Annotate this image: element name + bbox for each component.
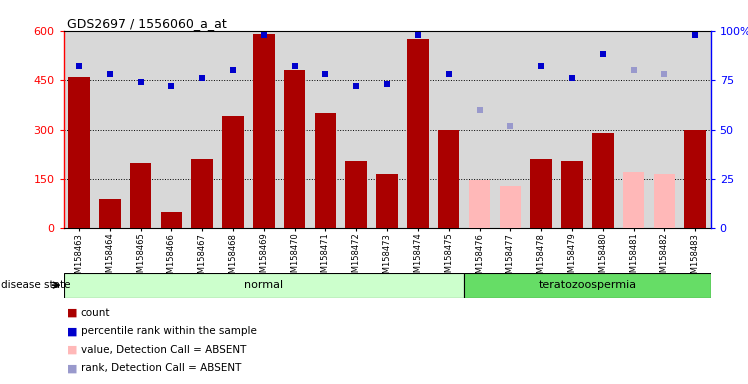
Text: count: count [81,308,110,318]
Text: normal: normal [245,280,283,290]
Bar [64,273,464,298]
Bar [684,129,706,228]
Bar [161,212,183,228]
Text: disease state: disease state [1,280,71,290]
Bar [315,113,337,228]
Bar [469,180,490,228]
Bar [592,133,613,228]
Bar [464,273,711,298]
Bar [284,70,305,228]
Text: rank, Detection Call = ABSENT: rank, Detection Call = ABSENT [81,363,241,373]
Text: GDS2697 / 1556060_a_at: GDS2697 / 1556060_a_at [67,17,227,30]
Bar [376,174,398,228]
Bar [500,185,521,228]
Text: ■: ■ [67,345,78,355]
Bar [438,129,459,228]
Text: percentile rank within the sample: percentile rank within the sample [81,326,257,336]
Bar [346,161,367,228]
Bar [530,159,552,228]
Bar [191,159,213,228]
Bar [407,39,429,228]
Text: value, Detection Call = ABSENT: value, Detection Call = ABSENT [81,345,246,355]
Bar [130,162,151,228]
Bar [623,172,644,228]
Text: ■: ■ [67,363,78,373]
Bar [222,116,244,228]
Bar [561,161,583,228]
Text: ■: ■ [67,308,78,318]
Bar [253,34,275,228]
Text: ■: ■ [67,326,78,336]
Bar [68,77,90,228]
Bar [654,174,675,228]
Bar [99,199,120,228]
Text: teratozoospermia: teratozoospermia [539,280,637,290]
